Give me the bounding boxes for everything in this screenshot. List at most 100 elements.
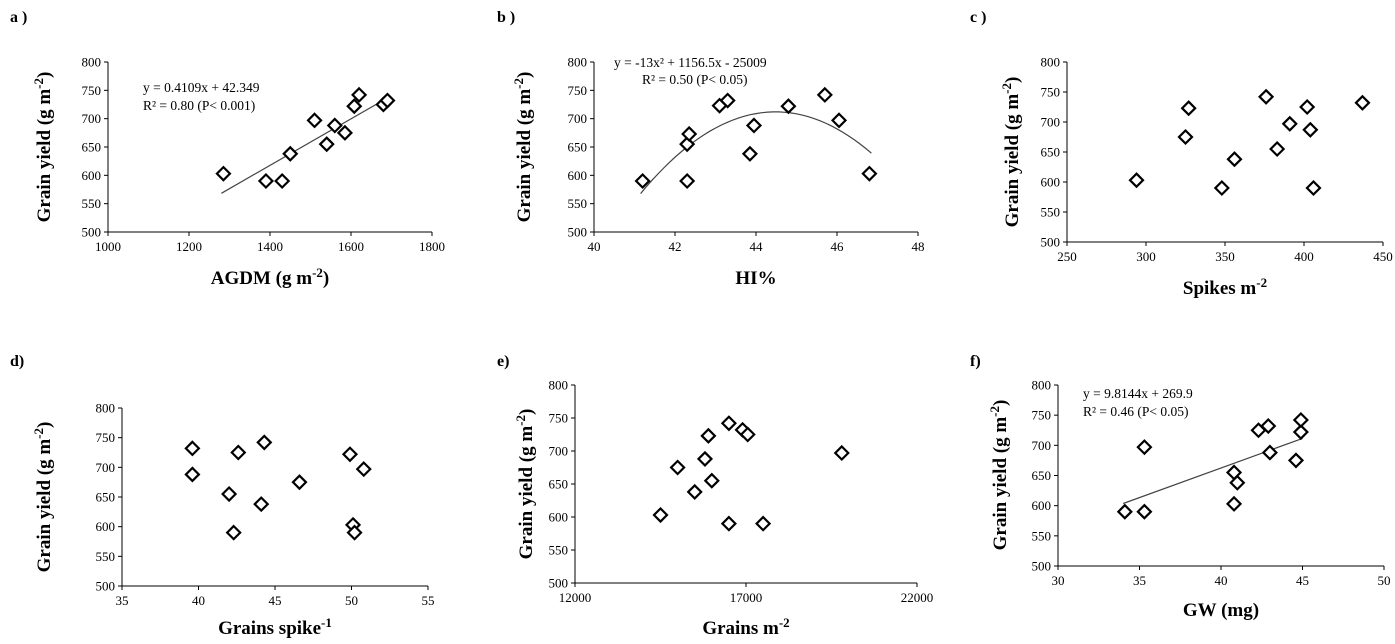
panel-3: c ) 500 550 600 650 700 750 800 250 300 350 400 450 (970, 9, 1393, 264)
panel-1: a ) 500 550 600 650 700 750 800 1000 1200 1400 1600… (10, 9, 445, 254)
x-axis-title: HI% (735, 268, 776, 289)
y-axis-title: Grain yield (g m-2) (987, 400, 1011, 551)
data-point (1258, 88, 1275, 105)
data-point (1261, 444, 1278, 461)
x-tick-label: 48 (912, 239, 925, 254)
y-tick-label: 650 (1032, 468, 1052, 483)
x-tick-label: 350 (1215, 249, 1235, 264)
y-tick-label: 700 (568, 111, 588, 126)
y-tick-label: 650 (96, 490, 116, 505)
data-point (1116, 503, 1133, 520)
y-tick-label: 500 (1041, 235, 1061, 250)
y-tick-label: 750 (96, 430, 116, 445)
x-axis-title: Grains m-2 (702, 615, 789, 639)
data-point (745, 117, 763, 134)
data-point (282, 145, 299, 162)
x-tick-label: 1000 (95, 239, 121, 254)
y-tick-label: 700 (549, 444, 569, 459)
x-axis-title-sup: -1 (321, 615, 332, 630)
data-point (274, 172, 291, 190)
y-tick-label: 600 (1032, 498, 1052, 513)
data-point (326, 117, 343, 134)
x-tick-label: 17000 (730, 590, 763, 605)
data-point (1136, 503, 1153, 520)
data-point (686, 483, 703, 500)
y-axis-title-text: Grain yield (g m (990, 417, 1011, 551)
data-point (336, 124, 353, 141)
data-point (1180, 100, 1197, 117)
y-axis-title-sup: -2 (999, 83, 1014, 94)
data-point (720, 515, 737, 532)
data-point (679, 172, 696, 190)
panel-label: d) (10, 353, 24, 370)
y-tick-label: 600 (1041, 175, 1061, 190)
x-tick-label: 50 (345, 593, 358, 608)
y-axis-title-text: Grain yield (g m (514, 89, 535, 223)
x-tick-label: 1200 (176, 239, 202, 254)
data-point (696, 450, 714, 467)
x-tick-label: 45 (1296, 573, 1309, 588)
data-point (681, 125, 698, 143)
y-tick-label: 750 (568, 83, 588, 98)
y-tick-label: 500 (549, 576, 569, 591)
y-tick-label: 550 (1041, 205, 1061, 220)
y-tick-label: 650 (568, 140, 588, 155)
x-tick-label: 30 (1052, 573, 1065, 588)
x-tick-label: 35 (1133, 573, 1146, 588)
y-axis-title-sup: -2 (31, 428, 46, 439)
data-point (755, 515, 772, 532)
x-tick-label: 12000 (559, 590, 592, 605)
y-axis-title-sup: -2 (31, 78, 46, 89)
y-tick-label: 800 (549, 378, 569, 393)
data-point (225, 524, 242, 541)
x-tick-label: 450 (1373, 249, 1393, 264)
trendline (640, 111, 872, 194)
y-axis-title-tail: ) (1002, 77, 1023, 83)
data-point (816, 86, 833, 103)
y-tick-label: 600 (96, 519, 116, 534)
data-point (700, 427, 717, 444)
y-tick-label: 550 (549, 543, 569, 558)
data-point (1302, 121, 1319, 138)
y-tick-label: 800 (1041, 55, 1061, 70)
data-point (1292, 411, 1309, 429)
data-point (669, 459, 686, 476)
data-point (833, 444, 850, 462)
data-point (741, 145, 758, 162)
y-tick-label: 550 (568, 196, 588, 211)
data-point (1177, 128, 1194, 146)
data-point (230, 444, 247, 461)
y-tick-label: 750 (82, 83, 102, 98)
regression-equation: y = 9.8144x + 269.9 (1083, 386, 1193, 401)
y-axis-title-tail: ) (34, 422, 55, 428)
x-tick-label: 40 (1215, 573, 1228, 588)
trendline (221, 96, 390, 194)
data-point (1292, 424, 1309, 441)
x-tick-label: 46 (831, 239, 845, 254)
y-axis-title: Grain yield (g m-2) (513, 409, 537, 560)
y-tick-label: 700 (96, 460, 116, 475)
y-tick-label: 500 (1032, 559, 1052, 574)
x-axis-title: Spikes m-2 (1183, 275, 1267, 299)
data-point (291, 474, 308, 491)
data-point (1305, 179, 1322, 197)
x-axis-title-text: HI% (735, 268, 776, 289)
x-tick-label: 1600 (338, 239, 364, 254)
panel-label: a ) (10, 9, 27, 26)
data-point (1260, 417, 1277, 435)
y-axis-title-tail: ) (34, 72, 55, 78)
x-axis-title-tail: ) (323, 268, 329, 289)
data-point (257, 172, 275, 190)
data-point (341, 446, 359, 463)
y-tick-label: 500 (82, 225, 102, 240)
data-point (1281, 115, 1298, 132)
y-tick-label: 750 (549, 411, 569, 426)
regression-equation: y = -13x² + 1156.5x - 25009 (614, 55, 767, 70)
y-axis-title: Grain yield (g m-2) (31, 422, 55, 573)
y-tick-label: 650 (82, 140, 102, 155)
r-squared-label: R² = 0.50 (P< 0.05) (642, 72, 748, 87)
data-point (1269, 140, 1286, 158)
x-axis-title: Grains spike-1 (218, 615, 332, 639)
y-axis-title-text: Grain yield (g m (1002, 94, 1023, 228)
